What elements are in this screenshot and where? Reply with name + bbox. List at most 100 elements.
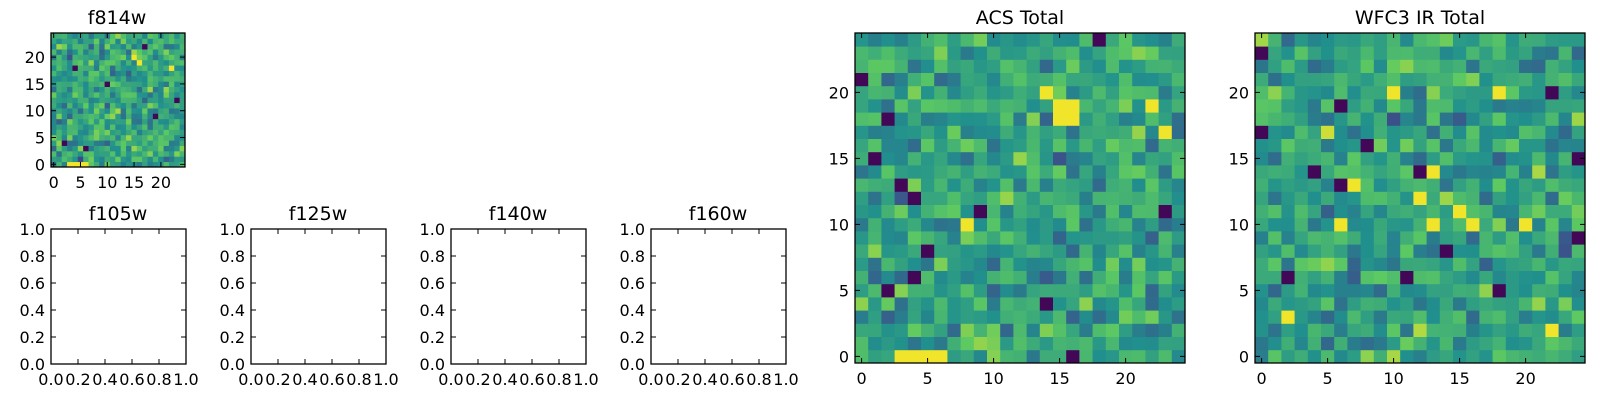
- heatmap-cell: [158, 65, 164, 71]
- heatmap-cell: [881, 297, 895, 311]
- heatmap-cell: [1053, 349, 1067, 364]
- heatmap-cell: [907, 191, 922, 205]
- heatmap-cell: [1066, 85, 1080, 100]
- heatmap-cell: [1347, 99, 1361, 113]
- heatmap-cell: [152, 124, 159, 130]
- heatmap-cell: [93, 156, 100, 163]
- heatmap-cell: [131, 102, 138, 109]
- heatmap-cell: [1145, 151, 1159, 166]
- heatmap-cell: [1119, 257, 1133, 271]
- heatmap-cell: [934, 270, 948, 285]
- heatmap-cell: [1505, 244, 1520, 258]
- heatmap-cell: [868, 99, 882, 113]
- heatmap-cell: [179, 75, 186, 82]
- heatmap-cell: [1413, 125, 1427, 139]
- heatmap-cell: [855, 125, 869, 139]
- heatmap-cell: [104, 145, 111, 152]
- heatmap-cell: [960, 72, 975, 87]
- heatmap-cell: [1092, 151, 1107, 166]
- heatmap-cell: [61, 81, 68, 87]
- heatmap-cell: [1066, 33, 1080, 47]
- heatmap-cell: [1387, 257, 1401, 271]
- heatmap-cell: [855, 323, 869, 337]
- heatmap-cell: [1532, 244, 1546, 258]
- heatmap-cell: [934, 99, 948, 113]
- heatmap-cell: [1281, 112, 1295, 126]
- heatmap-cell: [136, 91, 143, 98]
- heatmap-cell: [1439, 165, 1454, 179]
- heatmap-cell: [1439, 231, 1454, 245]
- heatmap-cell: [1013, 283, 1027, 298]
- heatmap-cell: [109, 59, 116, 66]
- heatmap-cell: [1294, 244, 1309, 258]
- heatmap-cell: [1413, 270, 1427, 285]
- heatmap-cell: [960, 165, 975, 179]
- heatmap-cell: [1092, 112, 1107, 126]
- heatmap-cell: [1387, 125, 1401, 139]
- heatmap-cell: [174, 49, 181, 55]
- heatmap-cell: [894, 336, 909, 351]
- heatmap-cell: [152, 150, 159, 157]
- heatmap-cell: [147, 81, 154, 87]
- heatmap-cell: [168, 54, 175, 61]
- heatmap-cell: [1334, 151, 1348, 166]
- heatmap-cell: [168, 150, 175, 157]
- heatmap-cell: [179, 118, 186, 125]
- heatmap-cell: [77, 113, 84, 120]
- heatmap-cell: [1558, 310, 1573, 324]
- y-tick-label: 5: [1239, 281, 1249, 300]
- heatmap-cell: [1532, 178, 1546, 192]
- heatmap-cell: [93, 33, 100, 39]
- heatmap-cell: [1545, 231, 1559, 245]
- x-tick-label: 0.4: [92, 370, 117, 389]
- heatmap-cell: [973, 257, 988, 271]
- heatmap-cell: [973, 231, 988, 245]
- heatmap-cell: [131, 91, 138, 98]
- heatmap-cell: [126, 156, 132, 163]
- heatmap-cell: [855, 270, 869, 285]
- heatmap-cell: [1519, 165, 1533, 179]
- heatmap-cell: [907, 112, 922, 126]
- panel-title-f140w: f140w: [489, 203, 548, 225]
- heatmap-cell: [1453, 33, 1467, 47]
- heatmap-cell: [93, 86, 100, 93]
- heatmap-cell: [1105, 297, 1120, 311]
- heatmap-cell: [1119, 323, 1133, 337]
- heatmap-cell: [947, 244, 961, 258]
- heatmap-cell: [77, 86, 84, 93]
- heatmap-cell: [77, 140, 84, 146]
- heatmap-cell: [83, 70, 89, 77]
- heatmap-cell: [1013, 125, 1027, 139]
- heatmap-cell: [131, 70, 138, 77]
- heatmap-cell: [67, 113, 73, 120]
- heatmap-cell: [179, 70, 186, 77]
- heatmap-cell: [1092, 244, 1107, 258]
- heatmap-cell: [1453, 72, 1467, 87]
- heatmap-cell: [1373, 178, 1388, 192]
- panel-f140w: f140w 0.0 0.2 0.4 0.6 0.8 1.0 0.00.20.40.60.8…: [420, 203, 599, 389]
- heatmap-cell: [907, 257, 922, 271]
- heatmap-cell: [136, 49, 143, 55]
- heatmap-cell: [1000, 112, 1014, 126]
- heatmap-cell: [1026, 349, 1041, 364]
- heatmap-cell: [109, 75, 116, 82]
- heatmap-cell: [934, 191, 948, 205]
- heatmap-cell: [1413, 217, 1427, 232]
- heatmap-cell: [93, 81, 100, 87]
- heatmap-cell: [61, 33, 68, 39]
- heatmap-cell: [1558, 244, 1573, 258]
- heatmap-cell: [1426, 46, 1441, 60]
- heatmap-cell: [1013, 204, 1027, 219]
- heatmap-cell: [93, 145, 100, 152]
- heatmap-cell: [1426, 270, 1441, 285]
- heatmap-cell: [1119, 112, 1133, 126]
- heatmap-cell: [1092, 178, 1107, 192]
- heatmap-cell: [1268, 336, 1282, 351]
- heatmap-cell: [1558, 349, 1573, 364]
- heatmap-cell: [1321, 46, 1335, 60]
- heatmap-cell: [67, 124, 73, 130]
- heatmap-cell: [1268, 59, 1282, 73]
- heatmap-cell: [907, 99, 922, 113]
- heatmap-cell: [72, 118, 79, 125]
- heatmap-cell: [104, 43, 111, 50]
